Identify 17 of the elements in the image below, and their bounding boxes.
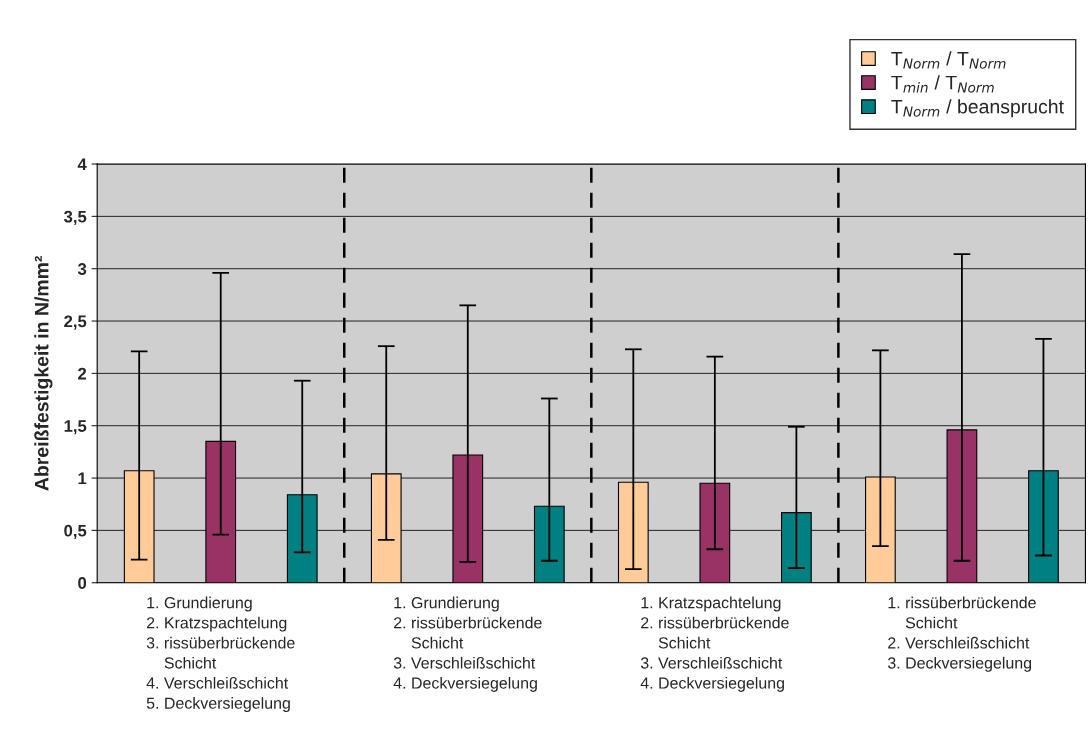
x-tick-label: 1. Grundierung 2. Kratzspachtelung 3. rissüberbrückende Schicht 4. Verschleißschicht 5. Deckversiegelung <box>146 596 295 712</box>
y-tick-label: 4 <box>77 158 87 171</box>
x-tick-label: 1. Kratzspachtelung 2. rissüberbrückende Schicht 3. Verschleißschicht 4. Deckversiegelung <box>640 596 789 692</box>
y-tick-label: 2 <box>78 367 87 380</box>
y-tick-label: 0 <box>78 577 87 589</box>
legend-label: T$_{Norm}$ / T$_{Norm}$ <box>891 51 1006 69</box>
x-tick-label: 1. Grundierung 2. rissüberbrückende Schicht 3. Verschleißschicht 4. Deckversiegelung <box>393 596 542 692</box>
legend-label: T$_{min}$ / T$_{Norm}$ <box>891 75 994 93</box>
y-tick-label: 0,5 <box>64 524 87 540</box>
y-tick-label: 3,5 <box>63 210 87 225</box>
x-tick-label: 1. rissüberbrückende Schicht 2. Verschleißschicht 3. Deckversiegelung <box>887 596 1036 672</box>
y-tick-label: 2,5 <box>64 315 87 330</box>
legend-label: T$_{Norm}$ / beansprucht <box>891 99 1064 118</box>
y-tick-label: 1 <box>78 472 87 485</box>
y-tick-label: 1,5 <box>64 420 87 435</box>
y-tick-label: 3 <box>77 263 87 275</box>
y-axis-title: Abreißfestigkeit in N/mm² <box>34 256 53 491</box>
